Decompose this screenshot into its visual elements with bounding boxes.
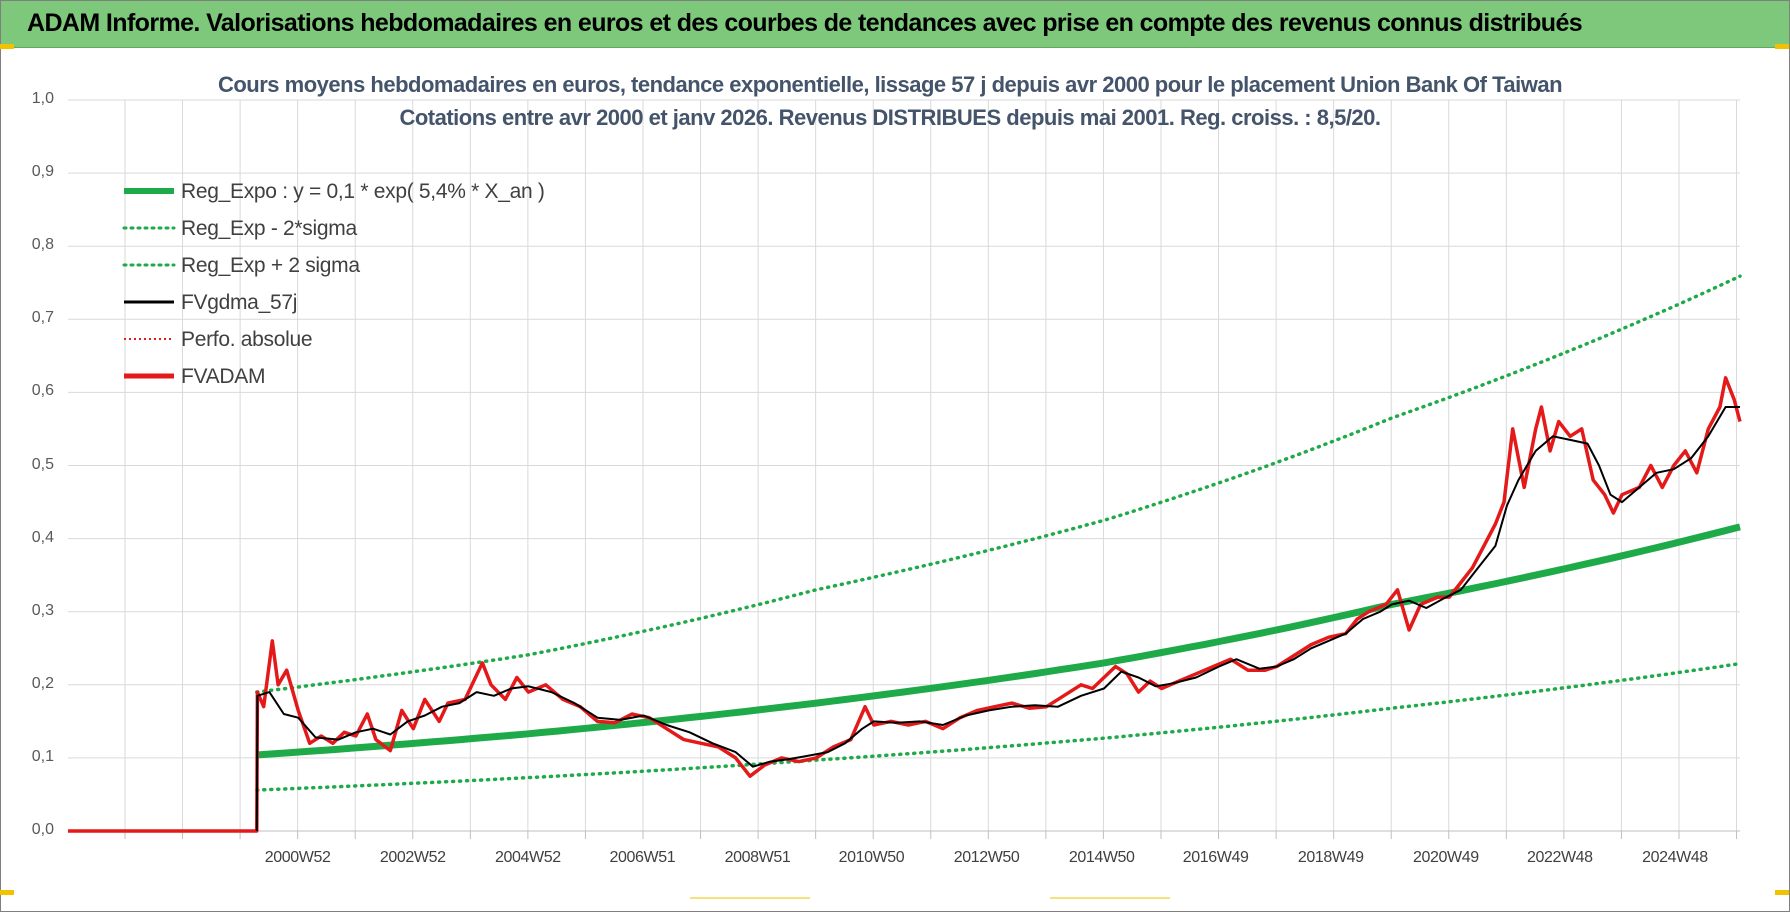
- y-tick-label: 0,3: [31, 601, 54, 619]
- x-tick-label: 2006W51: [609, 849, 676, 866]
- legend-label-fvgdma: FVgdma_57j: [181, 291, 298, 314]
- legend-label-reg-expo: Reg_Expo : y = 0,1 * exp( 5,4% * X_an ): [181, 180, 545, 203]
- y-tick-label: 0,1: [31, 747, 54, 765]
- y-tick-label: 0,7: [31, 309, 54, 327]
- legend-label-reg-exp-minus: Reg_Exp - 2*sigma: [181, 217, 357, 240]
- corner-mark-right: [1775, 44, 1789, 49]
- y-tick-label: 0,4: [31, 528, 54, 546]
- y-tick-label: 1,0: [31, 90, 54, 107]
- x-tick-label: 2000W52: [264, 849, 331, 866]
- corner-mark-bottom-right: [1775, 890, 1789, 895]
- corner-mark-left: [0, 44, 14, 49]
- corner-mark-bottom-left: [0, 890, 14, 895]
- legend-swatch-reg-exp-minus: [122, 226, 176, 230]
- x-tick-label: 2004W52: [495, 849, 561, 866]
- y-tick-label: 0,0: [31, 821, 54, 838]
- series-line-fvadam: [68, 376, 1742, 833]
- legend-label-reg-exp-plus: Reg_Exp + 2 sigma: [181, 254, 360, 277]
- x-tick-label: 2012W50: [953, 849, 1020, 866]
- x-tick-label: 2014W50: [1068, 849, 1135, 866]
- series-line-reg-exp-plus: [255, 274, 1742, 694]
- x-tick-label: 2002W52: [379, 849, 446, 866]
- x-tick-label: 2018W49: [1297, 849, 1364, 866]
- y-tick-label: 0,5: [31, 455, 54, 473]
- series-line-fvgdma: [255, 406, 1740, 832]
- y-tick-label: 0,2: [31, 674, 54, 692]
- legend-swatch-perfo: [124, 338, 174, 340]
- chart-subtitle: Cotations entre avr 2000 et janv 2026. R…: [399, 105, 1381, 130]
- decorative-line: [1050, 897, 1170, 899]
- x-tick-label: 2016W49: [1182, 849, 1249, 866]
- x-tick-label: 2020W49: [1413, 849, 1479, 866]
- x-tick-label: 2008W51: [724, 849, 791, 866]
- header-banner: ADAM Informe. Valorisations hebdomadaire…: [1, 1, 1789, 48]
- legend-swatch-reg-expo: [124, 188, 174, 194]
- y-tick-label: 0,9: [31, 163, 54, 181]
- series-line-reg-exp-minus: [255, 661, 1742, 792]
- x-tick-label: 2010W50: [838, 849, 905, 866]
- decorative-line: [690, 897, 810, 899]
- legend-swatch-reg-exp-plus: [122, 263, 176, 267]
- x-tick-label: 2024W48: [1642, 849, 1708, 866]
- chart-title: Cours moyens hebdomadaires en euros, ten…: [217, 72, 1563, 97]
- legend-label-perfo: Perfo. absolue: [181, 328, 313, 351]
- y-tick-label: 0,6: [31, 382, 54, 400]
- legend-label-fvadam: FVADAM: [181, 365, 266, 388]
- x-tick-label: 2022W48: [1526, 849, 1593, 866]
- legend-swatch-fvgdma: [124, 300, 174, 304]
- series-line-reg-expo: [256, 523, 1741, 759]
- legend-swatch-fvadam: [124, 373, 174, 379]
- y-tick-label: 0,8: [31, 236, 54, 254]
- banner-text: ADAM Informe. Valorisations hebdomadaire…: [27, 9, 1583, 37]
